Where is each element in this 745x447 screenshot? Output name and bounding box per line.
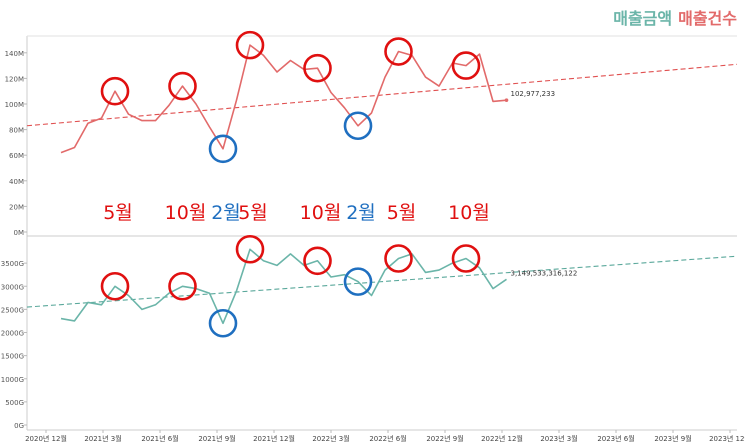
month-annotation: 2월 bbox=[346, 202, 376, 224]
highlight-circle-blue bbox=[208, 308, 238, 338]
highlight-circle-blue bbox=[343, 267, 373, 296]
highlight-circle-red bbox=[451, 244, 481, 273]
y-tick-label: 1000G bbox=[1, 376, 24, 384]
highlight-circle-red bbox=[168, 271, 197, 301]
legend-count-label: 매출건수 bbox=[678, 9, 737, 28]
y-tick-label: 140M bbox=[5, 50, 24, 58]
y-tick-label: 40M bbox=[9, 178, 24, 186]
x-tick-label: 2021년 3월 bbox=[84, 434, 121, 443]
highlight-circle-red bbox=[235, 234, 265, 264]
x-tick-label: 2020년 12월 bbox=[25, 434, 67, 443]
highlight-circle-red bbox=[100, 76, 130, 106]
highlight-circle-blue bbox=[208, 134, 238, 164]
month-annotation: 2월 bbox=[211, 202, 241, 224]
y-tick-label: 3000G bbox=[1, 283, 24, 291]
highlight-circle-blue bbox=[343, 111, 373, 141]
highlight-circle-red bbox=[384, 244, 413, 273]
x-tick-label: 2021년 12월 bbox=[253, 434, 295, 443]
highlight-circle-red bbox=[303, 246, 332, 276]
end-value-label: 102,977,233 bbox=[511, 90, 556, 98]
x-tick-label: 2023년 12월 bbox=[709, 434, 745, 443]
highlight-circle-red bbox=[168, 71, 197, 101]
highlight-circle-red bbox=[100, 271, 130, 301]
highlight-circle-red bbox=[384, 37, 413, 66]
x-tick-label: 2022년 6월 bbox=[369, 434, 406, 443]
series-line bbox=[60, 248, 507, 325]
highlight-circle-red bbox=[451, 51, 481, 80]
y-tick-label: 2000G bbox=[1, 330, 24, 338]
highlight-circle-red bbox=[303, 53, 332, 83]
y-tick-label: 100M bbox=[5, 101, 24, 109]
legend-amount-label: 매출금액 bbox=[613, 9, 673, 28]
month-annotation: 10월 bbox=[448, 202, 490, 224]
panel-2: 0G 500G 1000G 1500G 2000G 2500G 3000G 3500G 3,14… bbox=[1, 234, 738, 430]
x-tick-label: 2023년 3월 bbox=[540, 434, 577, 443]
highlight-circle-red bbox=[235, 30, 265, 60]
y-tick-label: 500G bbox=[5, 399, 24, 407]
y-tick-label: 3500G bbox=[1, 260, 24, 268]
y-tick-label: 120M bbox=[5, 75, 24, 83]
month-annotation: 10월 bbox=[300, 202, 342, 224]
month-annotation: 5월 bbox=[387, 202, 417, 224]
x-tick-label: 2022년 12월 bbox=[481, 434, 523, 443]
y-tick-label: 60M bbox=[9, 152, 24, 160]
x-tick-label: 2021년 6월 bbox=[141, 434, 178, 443]
series-line bbox=[60, 44, 507, 154]
month-annotation: 5월 bbox=[103, 202, 133, 224]
panel-1: 0M 20M 40M 60M 80M 100M 120M 140M 102,977,233 bbox=[5, 30, 738, 237]
x-tick-label: 2021년 9월 bbox=[198, 434, 235, 443]
y-tick-label: 0M bbox=[14, 229, 25, 237]
x-tick-label: 2022년 3월 bbox=[312, 434, 349, 443]
y-tick-label: 0G bbox=[14, 422, 24, 430]
x-tick-label: 2022년 9월 bbox=[426, 434, 463, 443]
x-tick-label: 2023년 6월 bbox=[597, 434, 634, 443]
chart-legend: 매출금액 매출건수 bbox=[613, 5, 737, 29]
trend-line bbox=[26, 255, 738, 308]
month-annotation: 5월 bbox=[238, 202, 268, 224]
end-value-label: 3,149,533,316,122 bbox=[511, 269, 578, 277]
x-tick-label: 2023년 9월 bbox=[654, 434, 691, 443]
y-tick-label: 1500G bbox=[1, 353, 24, 361]
end-marker bbox=[504, 98, 509, 102]
trend-line bbox=[26, 63, 738, 127]
y-tick-label: 80M bbox=[9, 127, 24, 135]
y-tick-label: 2500G bbox=[1, 306, 24, 314]
y-tick-label: 20M bbox=[9, 203, 24, 211]
month-annotation: 10월 bbox=[165, 202, 207, 224]
